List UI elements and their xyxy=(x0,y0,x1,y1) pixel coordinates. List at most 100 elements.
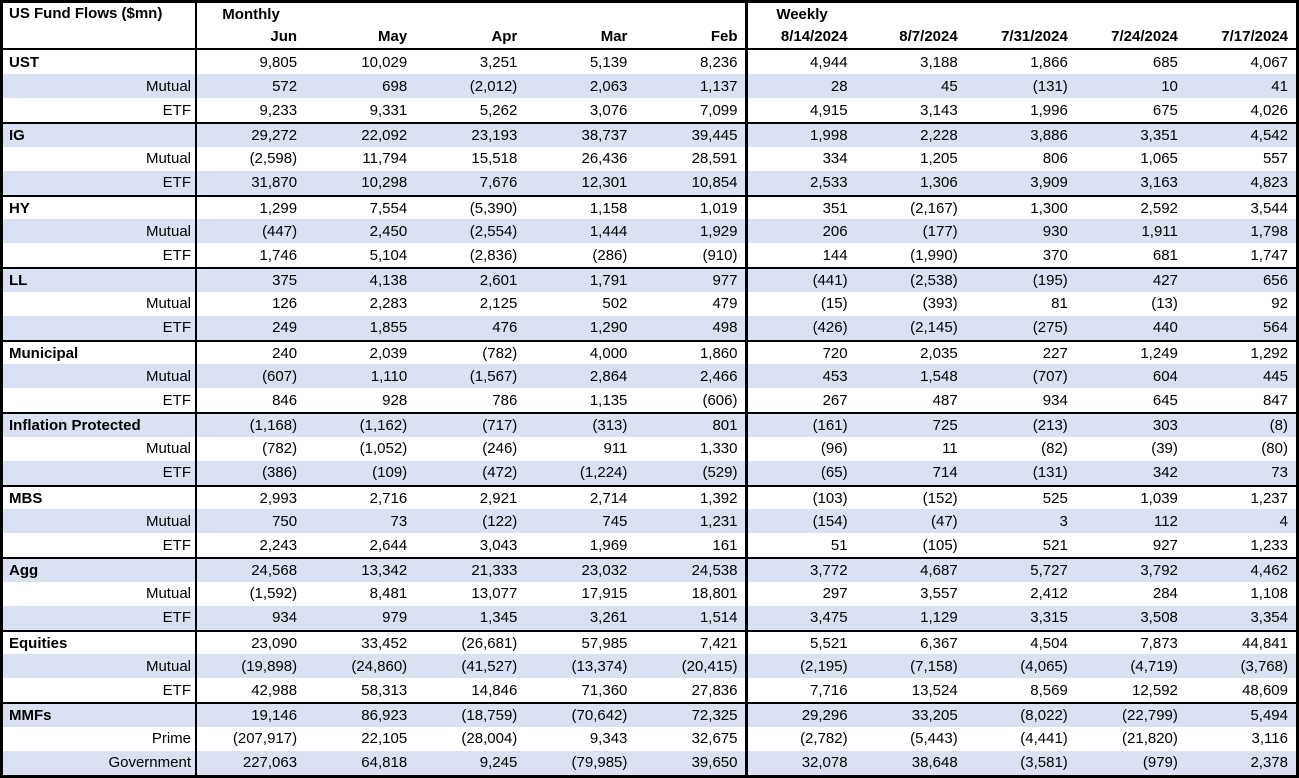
column-header-apr: Apr xyxy=(415,25,526,50)
table-cell: 4,504 xyxy=(965,629,1076,654)
table-cell: 1,911 xyxy=(1075,219,1186,244)
table-cell: (122) xyxy=(415,509,526,534)
table-cell: (717) xyxy=(415,412,526,437)
table-cell: 39,650 xyxy=(635,750,746,775)
table-cell: 3,163 xyxy=(1075,170,1186,195)
table-cell: (782) xyxy=(415,339,526,364)
table-cell: (28,004) xyxy=(461,730,518,748)
table-cell: (207,917) xyxy=(195,726,305,751)
table-cell: 72,325 xyxy=(635,702,746,727)
table-cell: 6,367 xyxy=(855,629,966,654)
table-cell: (19,898) xyxy=(195,654,306,679)
table-cell: 3,143 xyxy=(920,101,958,119)
row-label-15-inflation-protected: Inflation Protected xyxy=(3,412,195,437)
table-cell: 725 xyxy=(855,412,966,437)
table-cell: 4,000 xyxy=(525,339,636,364)
table-cell: (2,836) xyxy=(469,246,518,264)
table-cell: 911 xyxy=(603,440,628,458)
table-cell: 12,301 xyxy=(525,170,636,195)
table-cell: 10,029 xyxy=(361,53,408,71)
table-cell: 27,836 xyxy=(691,681,738,699)
table-cell: 23,090 xyxy=(195,629,306,655)
table-cell: 28,591 xyxy=(691,150,738,168)
table-cell: 161 xyxy=(712,536,738,554)
table-cell: 934 xyxy=(195,605,306,630)
table-cell: (2,012) xyxy=(415,74,526,99)
table-cell: 1,158 xyxy=(525,194,636,219)
table-cell: 1,444 xyxy=(525,219,636,244)
column-header-jun: Jun xyxy=(195,25,306,50)
row-label-23-etf: ETF xyxy=(3,605,195,630)
table-cell: (447) xyxy=(195,219,306,244)
row-label-11-etf: ETF xyxy=(3,315,195,340)
table-cell: 3,043 xyxy=(479,536,518,554)
table-cell: (529) xyxy=(635,460,746,485)
table-cell: (79,985) xyxy=(525,750,636,775)
table-cell: 498 xyxy=(635,315,746,340)
column-header-7-24-2024: 7/24/2024 xyxy=(1075,25,1186,50)
table-cell: 1,137 xyxy=(635,74,746,99)
table-cell: 1,855 xyxy=(305,315,416,340)
table-cell: 685 xyxy=(1152,53,1178,71)
table-cell: 10,854 xyxy=(635,170,746,195)
table-cell: 64,818 xyxy=(305,750,416,775)
table-cell: (4,441) xyxy=(1020,730,1068,748)
table-cell: 1,548 xyxy=(855,364,966,389)
table-cell: 45 xyxy=(855,74,966,99)
table-cell: 2,644 xyxy=(369,536,408,554)
table-cell: 3,261 xyxy=(525,605,636,630)
table-cell: 847 xyxy=(1262,391,1288,409)
table-cell: 3,792 xyxy=(1075,557,1186,582)
row-label-28-prime: Prime xyxy=(151,730,191,748)
table-cell: (213) xyxy=(965,412,1076,437)
table-cell: 479 xyxy=(712,295,738,313)
table-cell: 8,236 xyxy=(699,53,738,71)
table-cell: 2,039 xyxy=(305,339,416,364)
table-cell: (1,224) xyxy=(525,460,636,485)
table-cell: 3,116 xyxy=(1251,730,1288,748)
table-cell: 1,392 xyxy=(635,484,746,509)
table-cell: 1,231 xyxy=(635,509,746,534)
table-cell: 13,524 xyxy=(911,681,958,699)
table-cell: 2,993 xyxy=(195,484,306,510)
table-cell: 2,716 xyxy=(305,484,416,509)
table-cell: 5,262 xyxy=(479,101,518,119)
table-cell: 3,508 xyxy=(1075,605,1186,630)
row-label-7-mutual: Mutual xyxy=(3,219,195,244)
table-cell: 656 xyxy=(1185,267,1296,292)
table-cell: 1,746 xyxy=(195,243,305,268)
table-cell: 930 xyxy=(965,219,1076,244)
table-cell: (3,768) xyxy=(1185,654,1296,679)
row-label-14-etf: ETF xyxy=(162,391,191,409)
table-cell: 7,099 xyxy=(699,101,738,119)
table-cell: 73 xyxy=(305,509,416,534)
table-cell: 4,026 xyxy=(1250,101,1288,119)
table-cell: (426) xyxy=(745,315,856,340)
table-cell: 1,866 xyxy=(1030,53,1068,71)
table-cell: (18,759) xyxy=(415,702,526,727)
table-cell: (1,990) xyxy=(910,246,958,264)
table-cell: 284 xyxy=(1152,585,1178,603)
table-cell: (606) xyxy=(702,391,738,409)
table-cell: 33,452 xyxy=(305,629,416,654)
table-cell: 2,450 xyxy=(305,219,416,244)
table-cell: (96) xyxy=(745,436,855,461)
table-cell: 675 xyxy=(1152,101,1178,119)
table-cell: 7,554 xyxy=(305,194,416,219)
table-cell: 1,929 xyxy=(635,219,746,244)
row-label-12-municipal: Municipal xyxy=(3,339,195,364)
table-cell: 44,841 xyxy=(1185,629,1296,654)
table-cell: 1,065 xyxy=(1140,150,1178,168)
table-cell: 750 xyxy=(195,509,306,534)
row-label-19-mutual: Mutual xyxy=(3,509,195,534)
table-cell: 453 xyxy=(745,364,856,389)
table-cell: 1,330 xyxy=(699,440,738,458)
table-cell: 38,737 xyxy=(525,122,636,147)
table-cell: 1,998 xyxy=(745,122,856,147)
row-label-27-mmfs: MMFs xyxy=(3,702,195,727)
table-title: US Fund Flows ($mn) xyxy=(3,3,195,50)
table-cell: 801 xyxy=(635,412,746,437)
table-cell: (1,162) xyxy=(305,412,416,437)
row-label-4-mutual: Mutual xyxy=(145,150,191,168)
table-cell: 227,063 xyxy=(195,750,306,775)
